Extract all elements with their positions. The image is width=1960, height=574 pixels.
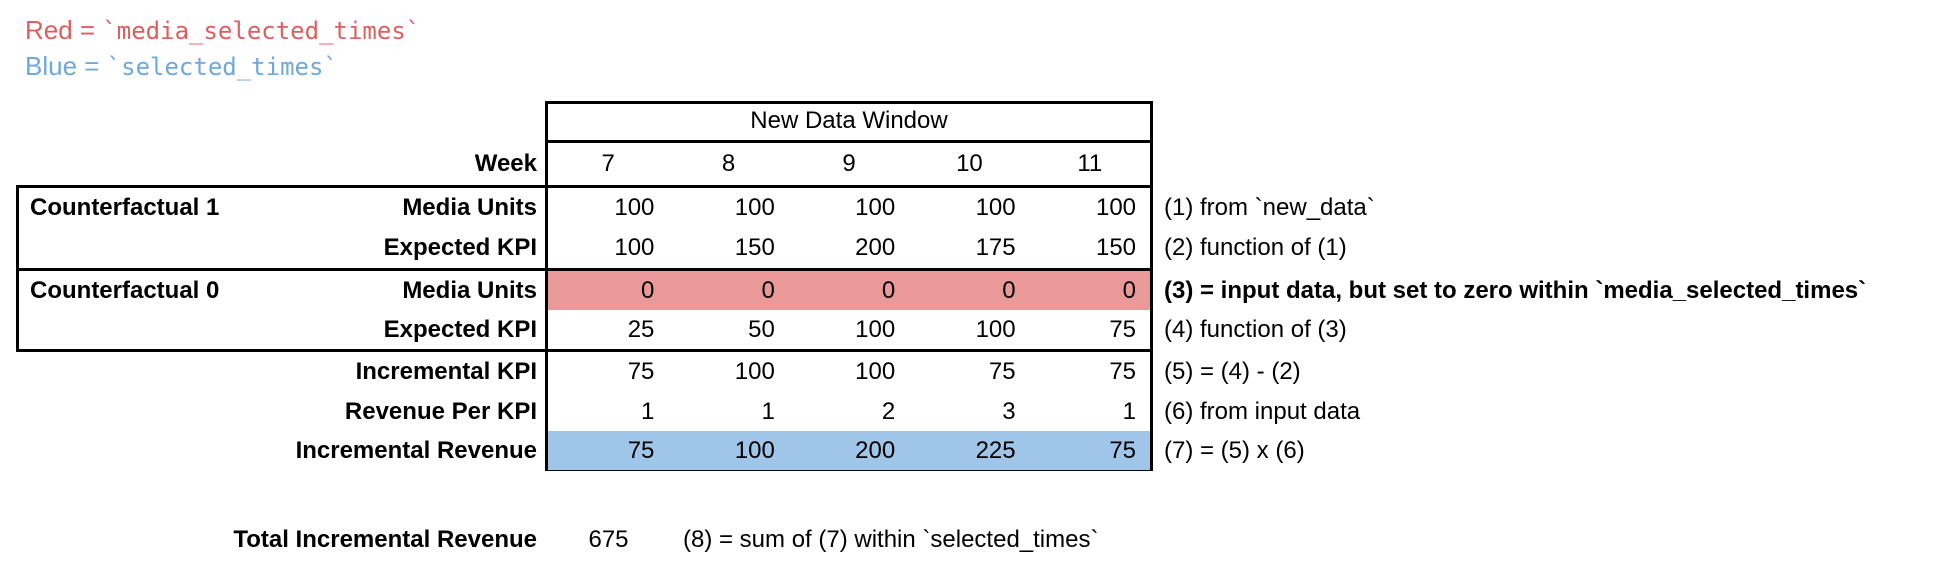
cell-value: 100 xyxy=(734,436,775,464)
row-annotation: (1) from `new_data` xyxy=(1164,194,1375,221)
cell-value: 0 xyxy=(881,276,896,304)
row-annotation: (6) from input data xyxy=(1164,397,1361,425)
cell-value: 0 xyxy=(1122,276,1137,304)
week-number: 8 xyxy=(721,150,736,177)
row-label: Expected KPI xyxy=(383,234,537,261)
table-row-expected-kpi-cf0: Expected KPI 25 50 100 100 75 (4) functi… xyxy=(0,310,1960,349)
table-row-media-units-cf0: Media Units 0 0 0 0 0 (3) = input data, … xyxy=(0,271,1960,310)
cell-value: 100 xyxy=(614,234,655,261)
cell-value: 0 xyxy=(641,276,655,304)
cell-value: 75 xyxy=(1109,436,1137,464)
week-number: 11 xyxy=(1077,150,1103,177)
counterfactual0-box-bottom-line xyxy=(16,349,1153,352)
row-label: Revenue Per KPI xyxy=(344,397,537,425)
counterfactual0-box-top-line xyxy=(16,268,1153,271)
row-annotation: (2) function of (1) xyxy=(1164,234,1347,261)
week-row: Week 7 8 9 10 11 xyxy=(0,143,1960,185)
cell-value: 150 xyxy=(1095,234,1137,261)
cell-value: 100 xyxy=(975,194,1016,221)
row-label: Incremental KPI xyxy=(355,358,537,385)
table-row-incremental-revenue: Incremental Revenue 75 100 200 225 75 (7… xyxy=(0,431,1960,470)
legend-red-label: Red = xyxy=(25,15,103,45)
row-label: Incremental Revenue xyxy=(295,436,537,464)
table-title: New Data Window xyxy=(750,107,948,134)
table-row-expected-kpi-cf1: Expected KPI 100 150 200 175 150 (2) fun… xyxy=(0,228,1960,268)
cell-value: 1 xyxy=(761,397,775,425)
cell-value: 225 xyxy=(975,436,1016,464)
week-cells: 7 8 9 10 11 xyxy=(548,143,1150,185)
group-label-counterfactual-0: Counterfactual 0 xyxy=(30,276,220,304)
cell-value: 75 xyxy=(627,358,655,385)
cell-value: 1 xyxy=(1122,397,1137,425)
table-row-revenue-per-kpi: Revenue Per KPI 1 1 2 3 1 (6) from input… xyxy=(0,392,1960,431)
week-number: 9 xyxy=(842,150,856,177)
cell-value: 200 xyxy=(855,436,896,464)
total-row: Total Incremental Revenue 675 (8) = sum … xyxy=(0,520,1960,560)
cell-value: 75 xyxy=(1109,315,1137,343)
row-values-blue-highlight: 75 100 200 225 75 xyxy=(548,431,1150,470)
cell-value: 100 xyxy=(734,358,775,385)
cell-value: 100 xyxy=(975,315,1016,343)
cell-value: 100 xyxy=(614,194,655,221)
cell-value: 175 xyxy=(975,234,1016,261)
cell-value: 2 xyxy=(881,397,896,425)
total-annotation: (8) = sum of (7) within `selected_times` xyxy=(683,526,1099,553)
cell-value: 100 xyxy=(1095,194,1137,221)
row-values: 1 1 2 3 1 xyxy=(548,392,1150,431)
total-label: Total Incremental Revenue xyxy=(233,526,537,553)
legend-red-code: `media_selected_times` xyxy=(102,17,421,45)
cell-value: 100 xyxy=(855,194,896,221)
row-annotation: (4) function of (3) xyxy=(1164,315,1347,343)
row-values: 75 100 100 75 75 xyxy=(548,352,1150,392)
left-box-edge-line xyxy=(16,185,19,352)
cell-value: 100 xyxy=(855,358,896,385)
row-annotation: (7) = (5) x (6) xyxy=(1164,436,1305,464)
row-values: 25 50 100 100 75 xyxy=(548,310,1150,349)
cell-value: 75 xyxy=(988,358,1016,385)
cell-value: 25 xyxy=(627,315,655,343)
legend-blue-label: Blue = xyxy=(25,51,107,81)
cell-value: 3 xyxy=(1002,397,1016,425)
row-values: 100 150 200 175 150 xyxy=(548,228,1150,268)
counterfactual1-box-top-line xyxy=(16,185,1153,188)
cell-value: 100 xyxy=(734,194,775,221)
week-row-label: Week xyxy=(474,150,537,177)
table-row-media-units-cf1: Media Units 100 100 100 100 100 (1) from… xyxy=(0,188,1960,228)
week-number: 7 xyxy=(601,150,615,177)
cell-value: 75 xyxy=(1109,358,1137,385)
cell-value: 75 xyxy=(627,436,655,464)
total-value: 675 xyxy=(588,526,629,553)
header-divider-line xyxy=(545,140,1153,143)
group-label-counterfactual-1: Counterfactual 1 xyxy=(30,194,220,221)
row-label: Expected KPI xyxy=(383,315,537,343)
cell-value: 0 xyxy=(1002,276,1016,304)
cell-value: 1 xyxy=(641,397,655,425)
row-values: 100 100 100 100 100 xyxy=(548,188,1150,228)
row-label: Media Units xyxy=(402,276,537,304)
cell-value: 100 xyxy=(855,315,896,343)
cell-value: 0 xyxy=(761,276,775,304)
legend-blue-line: Blue = `selected_times` xyxy=(25,48,338,84)
week-number: 10 xyxy=(956,150,983,177)
cell-value: 50 xyxy=(748,315,775,343)
cell-value: 150 xyxy=(734,234,775,261)
cell-value: 200 xyxy=(855,234,896,261)
legend-blue-code: `selected_times` xyxy=(106,53,338,81)
row-label: Media Units xyxy=(402,194,537,221)
row-annotation: (5) = (4) - (2) xyxy=(1164,358,1301,385)
legend-red-line: Red = `media_selected_times` xyxy=(25,12,420,48)
row-annotation: (3) = input data, but set to zero within… xyxy=(1164,276,1867,304)
row-values-red-highlight: 0 0 0 0 0 xyxy=(548,271,1150,310)
table-row-incremental-kpi: Incremental KPI 75 100 100 75 75 (5) = (… xyxy=(0,352,1960,392)
